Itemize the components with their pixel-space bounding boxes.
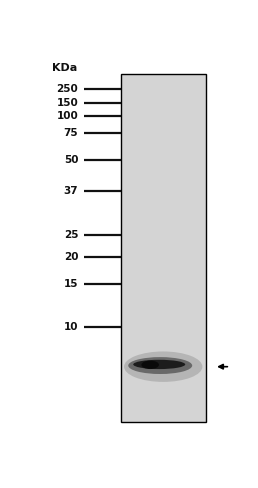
Ellipse shape [133,360,185,369]
Text: 250: 250 [57,83,78,94]
Text: 75: 75 [64,127,78,138]
Text: 150: 150 [57,98,78,107]
Text: 50: 50 [64,155,78,165]
Text: 15: 15 [64,279,78,289]
Ellipse shape [141,361,159,369]
Text: 20: 20 [64,252,78,262]
Bar [121,74,206,422]
Text: KDa: KDa [52,63,77,73]
Text: 25: 25 [64,230,78,240]
Ellipse shape [124,351,203,382]
Ellipse shape [128,357,192,374]
Text: 10: 10 [64,322,78,332]
Text: 37: 37 [64,186,78,196]
Text: 100: 100 [57,111,78,121]
